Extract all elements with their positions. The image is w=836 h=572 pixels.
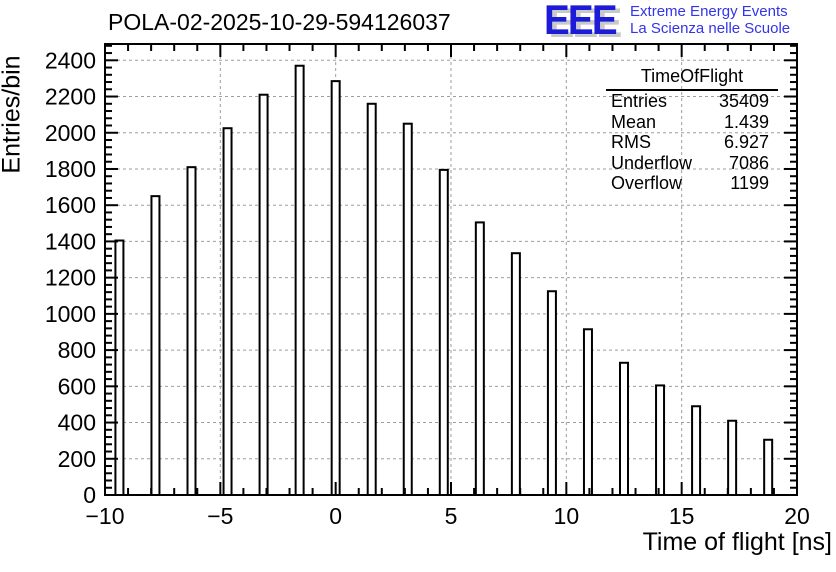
chart-title: POLA-02-2025-10-29-594126037 [108, 9, 451, 35]
stats-box-title: TimeOfFlight [606, 66, 778, 91]
histogram-bar [186, 166, 197, 496]
eee-logo-line1: Extreme Energy Events [630, 3, 788, 20]
histogram-bar [114, 239, 125, 496]
y-tick-label: 1200 [45, 265, 96, 291]
stats-label: Entries [611, 91, 668, 111]
histogram-bar [763, 438, 774, 496]
histogram-bar [655, 384, 666, 496]
y-tick-label: 1800 [45, 156, 96, 182]
stats-box: TimeOfFlight Entries 35409 Mean 1.439 RM… [606, 66, 778, 194]
stats-row-entries: Entries 35409 [606, 91, 778, 112]
stats-value: 35409 [718, 91, 769, 111]
histogram-bar [294, 64, 305, 496]
histogram-bar [330, 80, 341, 496]
stats-label: Mean [611, 111, 657, 132]
x-tick-label: 15 [669, 503, 695, 529]
histogram-bar [510, 252, 521, 496]
y-tick-label: 2400 [45, 47, 96, 73]
x-tick-label: −10 [85, 503, 124, 529]
histogram-bar [582, 328, 593, 496]
stats-row-underflow: Underflow 7086 [606, 153, 778, 174]
eee-logo: EEE Extreme Energy Events La Scienza nel… [544, 0, 790, 43]
histogram-bar [150, 195, 161, 496]
y-tick-label: 0 [83, 482, 96, 508]
x-tick-label: 5 [445, 503, 458, 529]
histogram-bar [402, 122, 413, 496]
x-tick-label: 10 [554, 503, 580, 529]
y-tick-label: 600 [58, 373, 96, 399]
histogram-bar [258, 93, 269, 496]
eee-logo-text: Extreme Energy Events La Scienza nelle S… [630, 0, 790, 37]
histogram-bar [222, 127, 233, 496]
eee-logo-acronym: EEE [544, 0, 618, 43]
stats-value: 1.439 [723, 111, 769, 132]
stats-label: Underflow [611, 152, 693, 173]
histogram-bar [438, 168, 449, 496]
y-axis-title: Entries/bin [0, 55, 26, 174]
stats-value: 6.927 [723, 132, 769, 152]
x-tick-label: 20 [784, 503, 810, 529]
eee-logo-line2: La Scienza nelle Scuole [630, 20, 791, 37]
y-tick-label: 200 [58, 446, 96, 472]
histogram-bar [546, 290, 557, 497]
y-tick-label: 1000 [45, 301, 96, 327]
x-tick-label: 0 [329, 503, 342, 529]
plot-frame [104, 43, 798, 496]
x-axis-title: Time of flight [ns] [642, 528, 832, 556]
y-tick-label: 2200 [45, 84, 96, 110]
stats-row-rms: RMS 6.927 [606, 132, 778, 153]
stats-row-mean: Mean 1.439 [606, 112, 778, 133]
histogram-bar [619, 361, 629, 496]
stats-row-overflow: Overflow 1199 [606, 173, 778, 194]
y-tick-label: 2000 [45, 120, 96, 146]
x-tick-label: −5 [207, 503, 233, 529]
stats-label: Overflow [611, 173, 683, 193]
y-tick-label: 800 [58, 337, 96, 363]
histogram-bar [691, 405, 702, 496]
stats-value: 7086 [728, 152, 769, 173]
y-tick-label: 400 [58, 410, 96, 436]
histogram-bar [474, 221, 485, 496]
stats-value: 1199 [730, 173, 769, 193]
y-tick-label: 1600 [45, 192, 96, 218]
histogram-bar [366, 102, 377, 496]
histogram-bar [727, 419, 738, 496]
y-tick-label: 1400 [45, 228, 96, 254]
stats-label: RMS [611, 132, 651, 152]
